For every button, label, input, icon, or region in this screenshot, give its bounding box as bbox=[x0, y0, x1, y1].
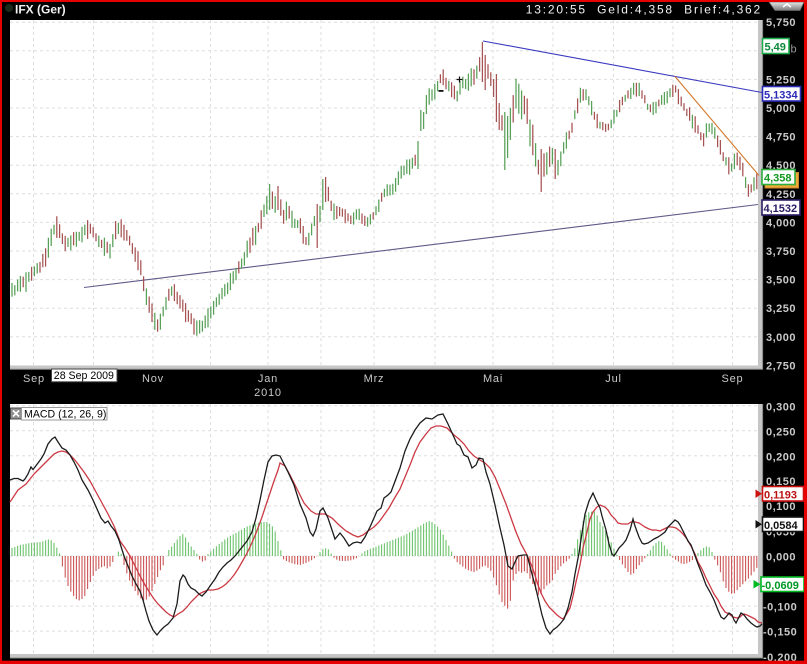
svg-text:Sep: Sep bbox=[722, 373, 744, 385]
svg-text:0,100: 0,100 bbox=[766, 501, 796, 513]
svg-text:0,1193: 0,1193 bbox=[764, 490, 797, 502]
svg-text:3,500: 3,500 bbox=[766, 275, 796, 287]
svg-text:4,1532: 4,1532 bbox=[764, 203, 798, 215]
svg-text:4,250: 4,250 bbox=[766, 189, 796, 201]
svg-text:IFX (Ger): IFX (Ger) bbox=[15, 3, 66, 17]
svg-text:3,000: 3,000 bbox=[766, 332, 796, 344]
svg-text:Mrz: Mrz bbox=[364, 373, 385, 385]
svg-text:4,750: 4,750 bbox=[766, 132, 796, 144]
svg-text:0,0584: 0,0584 bbox=[764, 520, 799, 532]
svg-text:4,000: 4,000 bbox=[766, 217, 796, 229]
svg-text:Jan: Jan bbox=[258, 373, 278, 385]
svg-text:b: b bbox=[791, 44, 797, 56]
svg-text:Nov: Nov bbox=[142, 373, 164, 385]
svg-text:-0,0609: -0,0609 bbox=[762, 580, 799, 592]
svg-text:28 Sep 2009: 28 Sep 2009 bbox=[54, 370, 114, 382]
svg-text:3,250: 3,250 bbox=[766, 303, 796, 315]
svg-text:2010: 2010 bbox=[254, 387, 282, 399]
svg-text:Mai: Mai bbox=[483, 373, 503, 385]
svg-text:Jul: Jul bbox=[605, 373, 621, 385]
svg-text:5,49: 5,49 bbox=[765, 42, 786, 54]
svg-text:0,000: 0,000 bbox=[766, 552, 796, 564]
svg-text:5,250: 5,250 bbox=[766, 74, 796, 86]
svg-text:0,300: 0,300 bbox=[766, 402, 796, 414]
svg-text:5,000: 5,000 bbox=[766, 103, 796, 115]
svg-text:3,750: 3,750 bbox=[766, 246, 796, 258]
svg-text:0,250: 0,250 bbox=[766, 427, 796, 439]
svg-text:0,150: 0,150 bbox=[766, 476, 796, 488]
svg-text:Sep: Sep bbox=[23, 373, 45, 385]
svg-text:0,200: 0,200 bbox=[766, 452, 796, 464]
svg-text:-0,150: -0,150 bbox=[763, 627, 797, 639]
svg-text:MACD (12, 26, 9): MACD (12, 26, 9) bbox=[24, 408, 106, 420]
svg-text:13:20:55 Geld:4,358 Brief:4,: 13:20:55 Geld:4,358 Brief:4,362 bbox=[526, 3, 762, 17]
svg-text:-0,100: -0,100 bbox=[763, 602, 797, 614]
svg-text:5,1334: 5,1334 bbox=[764, 90, 799, 102]
svg-text:5,750: 5,750 bbox=[766, 17, 796, 29]
svg-text:2,750: 2,750 bbox=[766, 360, 796, 372]
svg-text:4,358: 4,358 bbox=[764, 173, 792, 185]
